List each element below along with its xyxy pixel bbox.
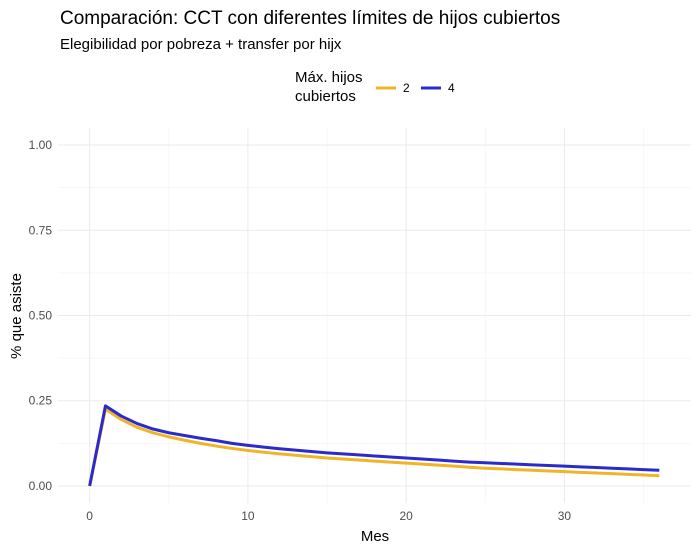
x-tick-label: 20 [399,509,413,523]
series-line-2 [88,404,660,487]
x-tick-label: 10 [241,509,255,523]
y-tick-label: 0.00 [29,479,53,493]
y-tick-label: 0.75 [29,223,53,237]
y-axis-ticks: 0.00 0.25 0.50 0.75 1.00 [29,138,53,493]
y-tick-label: 1.00 [29,138,53,152]
gridlines [58,128,691,503]
chart-subtitle: Elegibilidad por pobreza + transfer por … [60,36,342,53]
y-axis-title: % que asiste [8,273,25,359]
legend-label-series-1: 2 [403,81,410,95]
y-tick-label: 0.25 [29,394,53,408]
legend: Máx. hijos cubiertos 2 4 [295,69,455,105]
x-tick-label: 0 [86,509,93,523]
x-axis-title: Mes [361,528,389,545]
chart-title: Comparación: CCT con diferentes límites … [60,8,561,29]
series-lines [88,404,660,487]
series-line-1 [88,407,660,487]
y-tick-label: 0.50 [29,309,53,323]
legend-title-line1: Máx. hijos [295,69,363,86]
x-axis-ticks: 0 10 20 30 [86,509,571,523]
x-tick-label: 30 [558,509,572,523]
legend-label-series-2: 4 [448,81,455,95]
legend-title-line2: cubiertos [295,88,356,105]
